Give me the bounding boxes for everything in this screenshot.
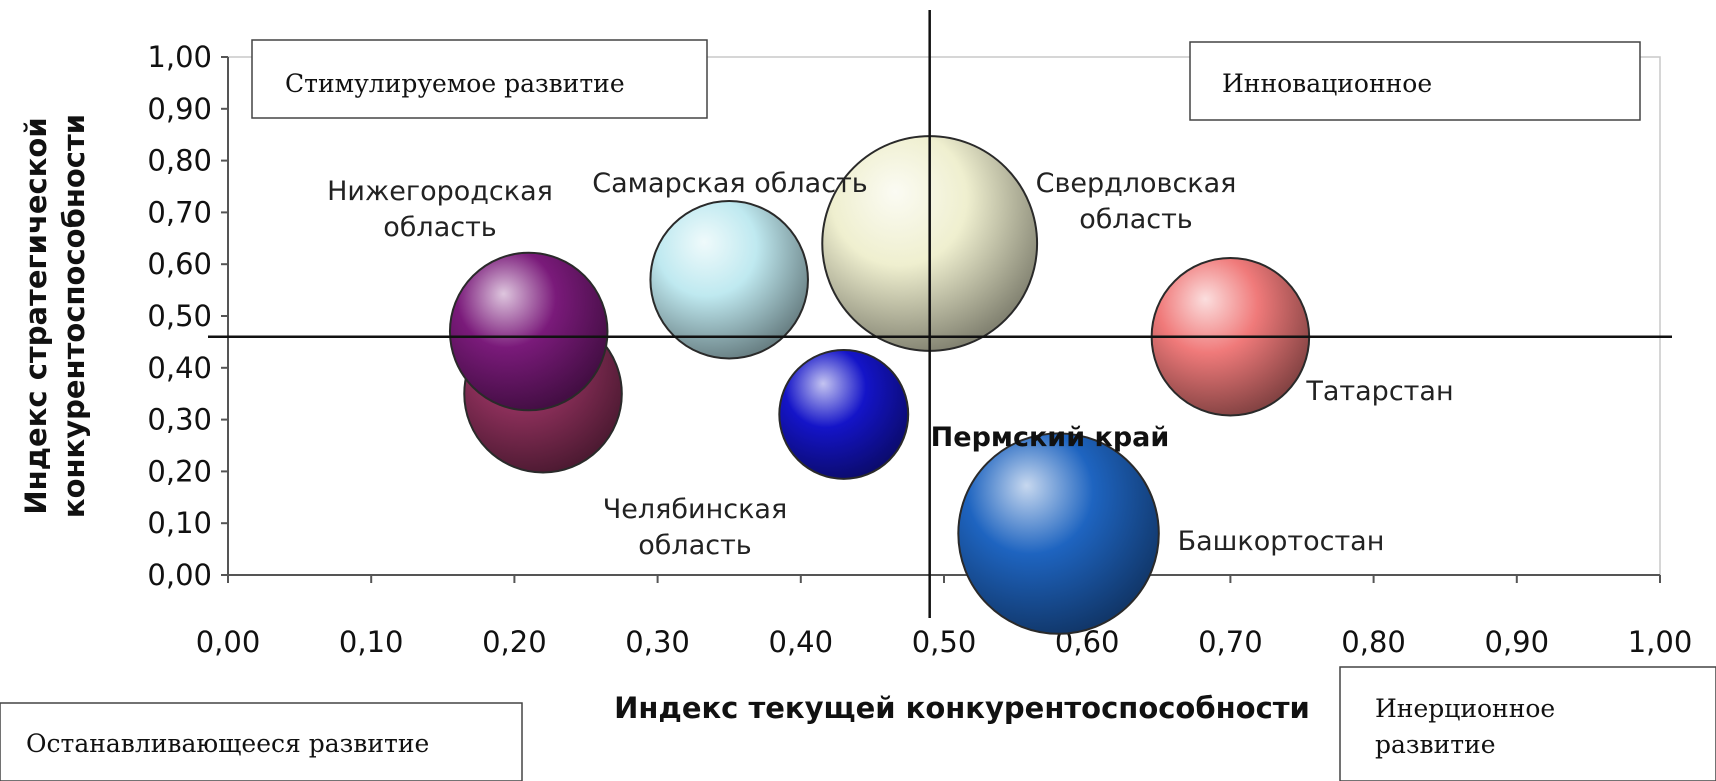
bubble-labels: Челябинская область Нижегородская область Са… xyxy=(327,168,1454,561)
y-tick-label: 0,70 xyxy=(147,195,212,229)
axis-titles: Индекс текущей конкурентоспособности Инде… xyxy=(19,114,1310,725)
ticks: 0,00 0,10 0,20 0,30 0,40 0,50 0,60 0,70 0,80 0,90… xyxy=(147,40,1692,659)
zone-box: Инерционное развитие xyxy=(1339,666,1716,781)
y-tick-label: 0,20 xyxy=(147,454,212,488)
zone-label: Останавливающееся развитие xyxy=(26,729,429,758)
y-tick-label: 0,80 xyxy=(147,144,212,178)
zone-label: Стимулируемое развитие xyxy=(285,69,625,98)
x-tick-label: 0,30 xyxy=(625,625,690,659)
bubble xyxy=(778,348,910,480)
bubble xyxy=(957,432,1160,635)
bubble-label: область xyxy=(383,212,496,243)
bubble-label: область xyxy=(638,530,751,561)
bubble-label: Самарская область xyxy=(592,168,867,199)
x-tick-label: 0,80 xyxy=(1341,625,1406,659)
y-tick-label: 0,90 xyxy=(147,92,212,126)
x-axis-title: Индекс текущей конкурентоспособности xyxy=(614,691,1310,725)
x-tick-label: 0,40 xyxy=(769,625,834,659)
zone-box-frame xyxy=(251,39,708,119)
bubble-label: Башкортостан xyxy=(1178,526,1385,557)
bubble-label: Пермский край xyxy=(931,422,1170,453)
y-axis-title: Индекс стратегической xyxy=(19,117,53,514)
zone-label: Инерционное xyxy=(1375,694,1555,723)
bubble-label: Свердловская xyxy=(1036,168,1237,199)
y-tick-label: 0,60 xyxy=(147,247,212,281)
y-axis-title: конкурентоспособности xyxy=(57,114,91,518)
zones: Стимулируемое развитие Инновационное Остан… xyxy=(0,39,1716,781)
y-tick-label: 1,00 xyxy=(147,40,212,74)
y-tick-label: 0,30 xyxy=(147,403,212,437)
zone-box-frame xyxy=(0,702,523,781)
zone-box: Стимулируемое развитие xyxy=(251,39,708,119)
x-tick-label: 0,90 xyxy=(1485,625,1550,659)
x-tick-label: 0,70 xyxy=(1198,625,1263,659)
bubble-label: область xyxy=(1079,204,1192,235)
zone-box-frame xyxy=(1189,41,1641,121)
zone-label: Инновационное xyxy=(1222,69,1432,98)
x-tick-label: 0,50 xyxy=(912,625,977,659)
zone-box-frame xyxy=(1339,666,1716,781)
zone-label: развитие xyxy=(1375,730,1496,759)
y-tick-label: 0,50 xyxy=(147,299,212,333)
quadrant-dividers xyxy=(208,10,1672,618)
x-tick-label: 0,00 xyxy=(196,625,261,659)
bubble xyxy=(448,251,609,412)
x-tick-label: 1,00 xyxy=(1628,625,1693,659)
bubble xyxy=(649,199,809,360)
y-tick-label: 0,00 xyxy=(147,558,212,592)
zone-box: Инновационное xyxy=(1189,41,1641,121)
y-tick-label: 0,10 xyxy=(147,506,212,540)
zone-box: Останавливающееся развитие xyxy=(0,702,523,781)
y-tick-label: 0,40 xyxy=(147,351,212,385)
bubble-label: Нижегородская xyxy=(327,176,553,207)
x-tick-label: 0,20 xyxy=(482,625,547,659)
bubble-label: Челябинская xyxy=(603,494,787,525)
x-tick-label: 0,10 xyxy=(339,625,404,659)
bubble-label: Татарстан xyxy=(1305,376,1453,407)
